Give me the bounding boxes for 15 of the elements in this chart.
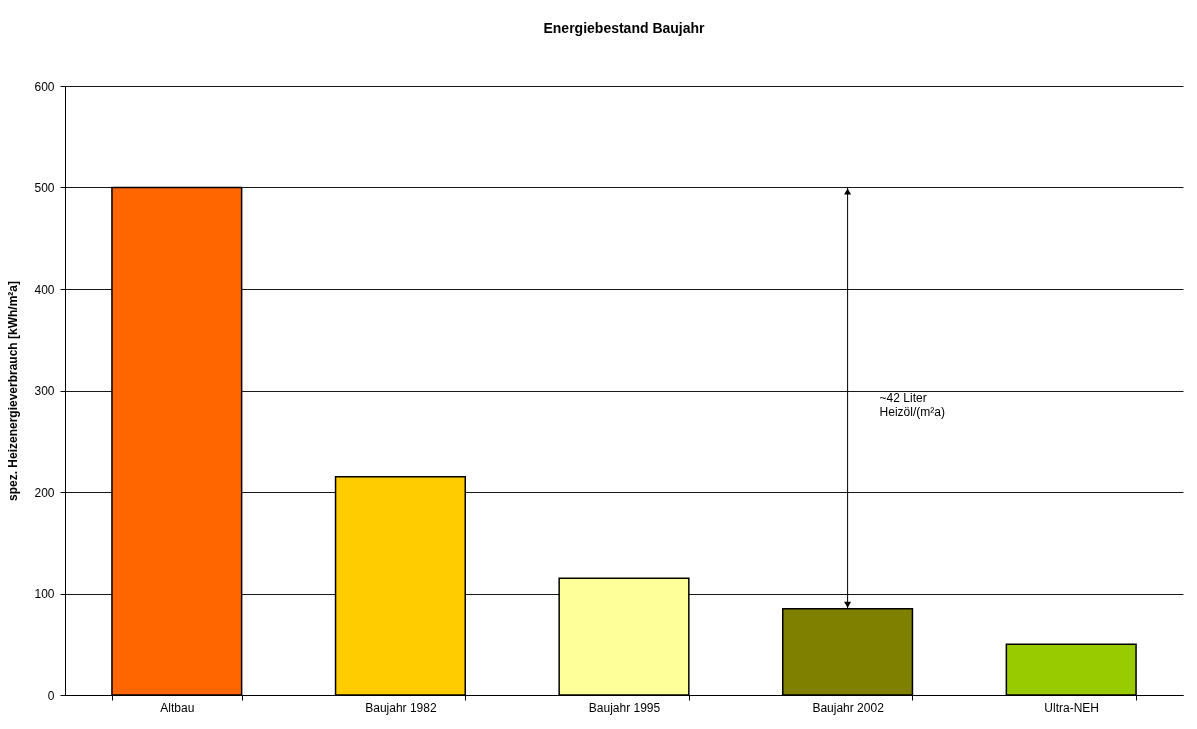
annotation: ~42 Liter Heizöl/(m²a): [879, 391, 945, 420]
y-tick-label: 300: [34, 384, 55, 398]
x-tick-label: Ultra-NEH: [1044, 700, 1100, 715]
x-tick-label: Baujahr 1995: [588, 700, 661, 715]
x-tick-label: Baujahr 2002: [812, 700, 885, 715]
x-tick-label: Altbau: [160, 700, 195, 715]
y-tick-label: 100: [34, 587, 55, 601]
y-tick-label: 0: [47, 688, 55, 703]
y-axis-title: spez. Heizenergieverbrauch [kWh/m²a]: [6, 280, 21, 502]
chart-title: Energiebestand Baujahr: [543, 20, 706, 36]
y-tick-label: 200: [34, 485, 55, 500]
x-tick-label: Baujahr 1982: [365, 700, 437, 715]
y-tick-label: 600: [34, 79, 55, 94]
y-tick-label: 400: [34, 282, 55, 297]
y-tick-label: 500: [34, 181, 55, 195]
